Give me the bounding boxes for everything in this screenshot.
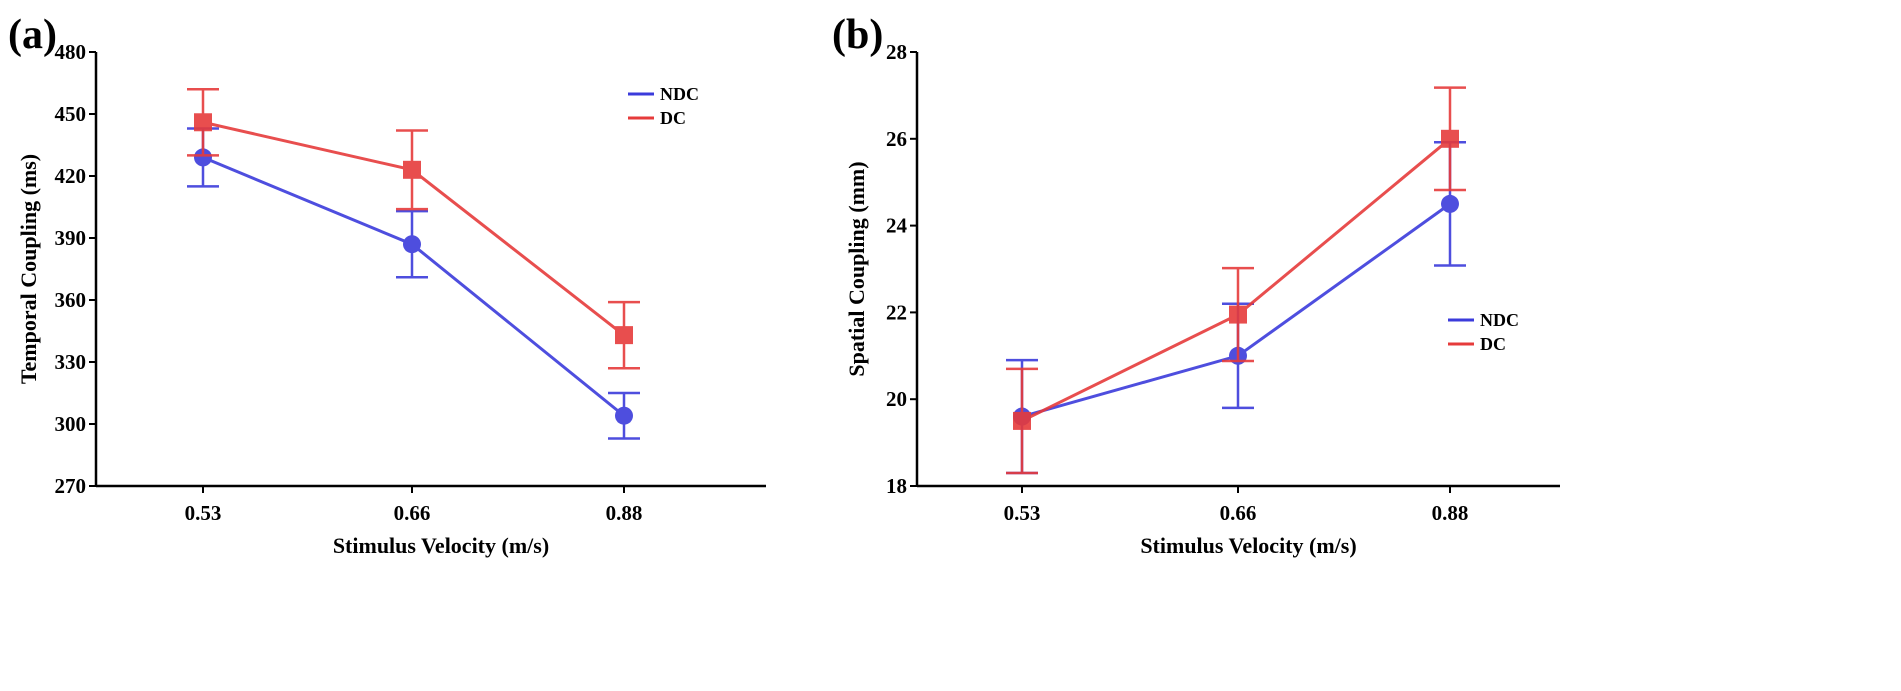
panel-label: (b) (832, 12, 883, 58)
y-tick-label: 18 (886, 474, 907, 498)
y-tick-label: 360 (55, 288, 87, 312)
x-axis-title: Stimulus Velocity (m/s) (333, 533, 549, 558)
y-tick-label: 450 (55, 102, 87, 126)
y-tick-label: 20 (886, 387, 907, 411)
y-tick-label: 22 (886, 300, 907, 324)
legend-label-ndc: NDC (1480, 310, 1519, 330)
y-tick-label: 480 (55, 40, 87, 64)
x-tick-label: 0.53 (185, 501, 222, 525)
panel-label: (a) (8, 12, 57, 58)
x-tick-label: 0.66 (1220, 501, 1257, 525)
series-line-dc (202, 120, 625, 337)
y-axis-title: Spatial Coupling (mm) (844, 161, 869, 376)
data-point-dc (1229, 305, 1247, 324)
y-axis-title: Temporal Coupling (ms) (16, 154, 41, 384)
x-tick-label: 0.66 (394, 501, 431, 525)
y-tick-label: 330 (55, 350, 87, 374)
legend-label-dc: DC (660, 108, 686, 128)
y-tick-label: 26 (886, 127, 907, 151)
legend-label-ndc: NDC (660, 84, 699, 104)
x-tick-label: 0.88 (1432, 501, 1469, 525)
series-ndc (187, 127, 640, 440)
y-tick-label: 420 (55, 164, 87, 188)
legend-label-dc: DC (1480, 334, 1506, 354)
x-tick-label: 0.88 (606, 501, 643, 525)
data-point-dc (1013, 411, 1031, 430)
y-tick-label: 390 (55, 226, 87, 250)
data-point-dc (403, 160, 421, 179)
y-tick-label: 28 (886, 40, 907, 64)
data-point-ndc (403, 235, 421, 254)
data-point-ndc (194, 148, 212, 167)
series-line-dc (1021, 137, 1451, 423)
panel-b: (b) 18 20 22 24 26 28 0.53 0.66 0.88 Stimulus Velo… (832, 12, 1560, 558)
y-tick-label: 270 (55, 474, 87, 498)
data-point-dc (1441, 129, 1459, 148)
series-dc (187, 87, 640, 370)
x-tick-label: 0.53 (1004, 501, 1041, 525)
y-tick-label: 24 (886, 214, 908, 238)
x-axis-title: Stimulus Velocity (m/s) (1140, 533, 1356, 558)
data-point-ndc (615, 406, 633, 425)
series-dc (1006, 86, 1466, 475)
y-tick-label: 300 (55, 412, 87, 436)
data-point-dc (194, 113, 212, 132)
data-point-ndc (1441, 194, 1459, 213)
panel-a: (a) 270 300 330 360 390 420 450 480 0.53 0.66 0.88 S… (8, 12, 766, 558)
data-point-dc (615, 326, 633, 345)
